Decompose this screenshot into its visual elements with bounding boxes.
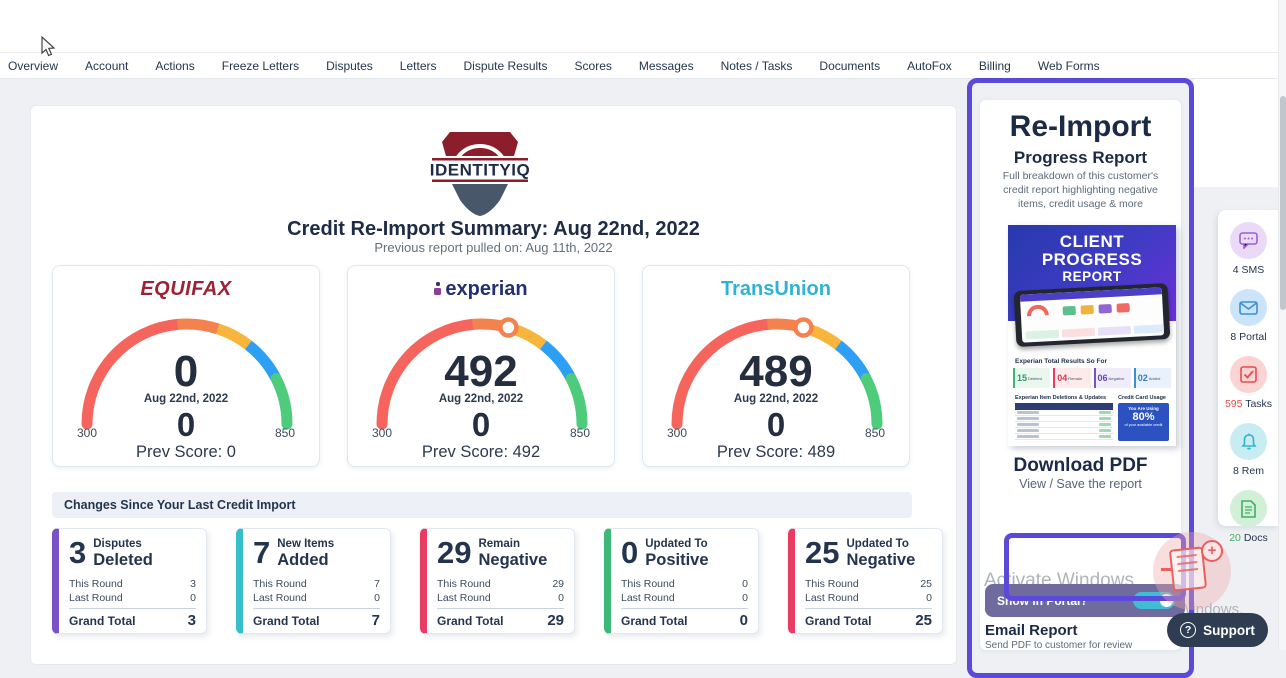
transunion-gauge xyxy=(671,317,883,430)
iiq-shield-bottom xyxy=(452,184,508,216)
stat-card-remain-negative: 29 Remain Negative This Round 29 Last Roun… xyxy=(420,528,575,634)
thumbnail-usage-heading: Credit Card Usage xyxy=(1118,395,1166,401)
tab-notes-tasks[interactable]: Notes / Tasks xyxy=(720,58,793,73)
tab-actions[interactable]: Actions xyxy=(155,58,195,73)
mouse-cursor-icon xyxy=(41,36,56,57)
envelope-icon xyxy=(1230,289,1267,326)
tab-freeze-letters[interactable]: Freeze Letters xyxy=(221,58,300,73)
svg-text:IDENTITYIQ: IDENTITYIQ xyxy=(430,161,530,180)
tab-web-forms[interactable]: Web Forms xyxy=(1037,58,1100,73)
experian-logo: experian xyxy=(434,278,528,300)
top-right-panel xyxy=(1194,79,1278,187)
thumbnail-credit-usage-card: You Are Using 80% of your available cred… xyxy=(1118,403,1169,441)
nav-tabs: Overview Account Actions Freeze Letters … xyxy=(0,52,1286,79)
stat-value: 29 xyxy=(437,535,472,570)
stat-card-updated-to-negative: 25 Updated To Negative This Round 25 Last … xyxy=(788,528,943,634)
show-in-portal-bar: Show in Portal? xyxy=(985,584,1185,617)
experian-gauge-marker xyxy=(498,317,519,338)
reimport-title: Re-Import xyxy=(1009,110,1152,143)
tab-autofox[interactable]: AutoFox xyxy=(907,58,952,73)
stat-value: 25 xyxy=(805,535,840,570)
plus-badge-icon: + xyxy=(1201,540,1223,562)
transunion-date: Aug 22nd, 2022 xyxy=(733,393,819,405)
transunion-gauge-marker xyxy=(793,317,814,338)
identityiq-logo: IDENTITYIQ xyxy=(410,130,550,216)
tab-dispute-results[interactable]: Dispute Results xyxy=(463,58,548,73)
scrollbar-thumb[interactable] xyxy=(1280,96,1286,310)
tab-account[interactable]: Account xyxy=(85,58,129,73)
equifax-score: 0 xyxy=(173,347,199,396)
stat-card-new-items-added: 7 New Items Added This Round 7 Last Round 0… xyxy=(236,528,391,634)
download-pdf-heading: Download PDF xyxy=(1013,455,1148,476)
tab-overview[interactable]: Overview xyxy=(8,58,59,73)
quickbar-sms[interactable]: 4 SMS xyxy=(1230,222,1267,276)
tab-disputes[interactable]: Disputes xyxy=(326,58,373,73)
equifax-gauge-min: 300 xyxy=(76,426,98,440)
equifax-score-card: EQUIFAX 0 Aug 22nd, 2022 0 Prev Score: 0… xyxy=(52,265,320,467)
thumbnail-table-heading: Experian Item Deletions & Updates xyxy=(1015,395,1107,401)
reimport-report-panel: Re-Import Progress Report Full breakdown… xyxy=(980,100,1181,650)
experian-date: Aug 22nd, 2022 xyxy=(438,393,524,405)
equifax-gauge xyxy=(81,318,293,430)
transunion-gauge-min: 300 xyxy=(666,426,688,440)
quickbar-portal[interactable]: 8 Portal xyxy=(1230,289,1267,343)
tab-messages[interactable]: Messages xyxy=(638,58,694,73)
transunion-gauge-max: 850 xyxy=(864,426,886,440)
document-icon xyxy=(1229,490,1267,527)
tab-scores[interactable]: Scores xyxy=(574,58,612,73)
download-pdf-subtitle: View / Save the report xyxy=(1019,477,1142,491)
equifax-change: 0 xyxy=(176,406,196,443)
experian-score-card: experian 492 Aug 22nd, 2022 0 Prev Score… xyxy=(347,265,615,467)
experian-gauge-max: 850 xyxy=(569,426,591,440)
equifax-gauge-max: 850 xyxy=(274,426,296,440)
reimport-subtitle: Progress Report xyxy=(1013,148,1148,167)
tablet-mockup xyxy=(1013,283,1171,347)
thumbnail-results-heading: Experian Total Results So For xyxy=(1015,358,1107,365)
experian-gauge xyxy=(376,317,588,430)
snapshot-clipboard-icon[interactable]: + xyxy=(1153,532,1231,610)
experian-gauge-min: 300 xyxy=(371,426,393,440)
client-progress-report-thumbnail: CLIENT PROGRESS REPORT Experian Total Re… xyxy=(1008,225,1176,446)
transunion-score-card: TransUnion 489 Aug 22nd, 2022 0 Prev Sco… xyxy=(642,265,910,467)
stat-value: 0 xyxy=(621,535,639,570)
reimport-description: Full breakdown of this customer's credit… xyxy=(1002,170,1159,210)
equifax-date: Aug 22nd, 2022 xyxy=(143,393,229,405)
experian-logo-dots xyxy=(434,281,442,298)
equifax-prev-score: Prev Score: 0 xyxy=(136,443,236,461)
quickbar-docs[interactable]: 20 Docs xyxy=(1229,490,1268,544)
tab-documents[interactable]: Documents xyxy=(819,58,881,73)
thumbnail-mini-table xyxy=(1015,403,1113,441)
quick-access-sidebar: 4 SMS 8 Portal 595 Tasks 8 Rem 20 Docs xyxy=(1218,210,1279,544)
tab-billing[interactable]: Billing xyxy=(978,58,1011,73)
top-header xyxy=(0,0,1286,52)
sms-chat-icon xyxy=(1230,222,1267,259)
experian-score: 492 xyxy=(444,347,518,396)
stat-card-disputes-deleted: 3 Disputes Deleted This Round 3 Last Round… xyxy=(52,528,207,634)
summary-subtitle: Previous report pulled on: Aug 11th, 202… xyxy=(374,240,613,255)
quickbar-tasks[interactable]: 595 Tasks xyxy=(1225,356,1272,410)
email-report-heading: Email Report xyxy=(985,622,1078,639)
tab-letters[interactable]: Letters xyxy=(399,58,437,73)
stat-card-updated-to-positive: 0 Updated To Positive This Round 0 Last Ro… xyxy=(604,528,759,634)
experian-change: 0 xyxy=(471,406,491,443)
stat-value: 3 xyxy=(69,535,87,570)
transunion-logo: TransUnion xyxy=(720,278,831,300)
summary-title: Credit Re-Import Summary: Aug 22nd, 2022 xyxy=(287,218,700,240)
transunion-score: 489 xyxy=(739,347,813,396)
email-report-subtitle: Send PDF to customer for review xyxy=(985,640,1133,651)
changes-banner: Changes Since Your Last Credit Import xyxy=(52,492,912,518)
experian-prev-score: Prev Score: 492 xyxy=(421,443,541,461)
tasks-check-icon xyxy=(1229,356,1267,393)
equifax-logo: EQUIFAX xyxy=(140,278,232,300)
transunion-prev-score: Prev Score: 489 xyxy=(716,443,836,461)
question-mark-icon: ? xyxy=(1180,622,1197,638)
bell-icon xyxy=(1230,423,1267,460)
transunion-change: 0 xyxy=(766,406,786,443)
show-in-portal-label: Show in Portal? xyxy=(997,593,1088,608)
stat-value: 7 xyxy=(253,535,271,570)
scrollbar-track xyxy=(1278,0,1286,650)
quickbar-reminders[interactable]: 8 Rem xyxy=(1230,423,1267,477)
support-button[interactable]: ? Support xyxy=(1167,613,1268,647)
